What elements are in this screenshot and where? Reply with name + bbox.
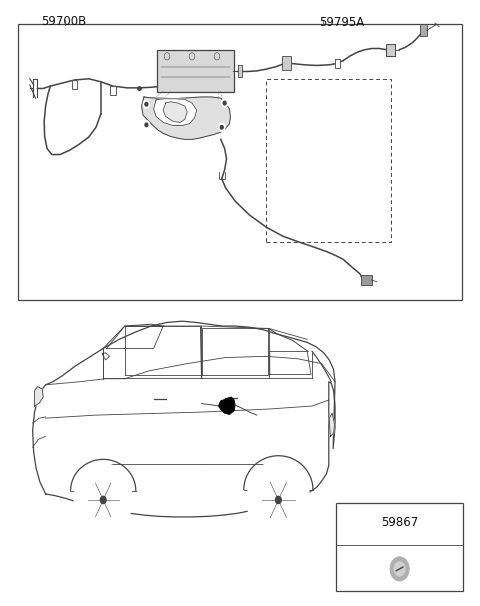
Circle shape [394,562,406,576]
Bar [386,44,395,56]
Bar [361,275,372,285]
Bar [238,65,242,77]
Circle shape [268,487,289,513]
Polygon shape [33,321,335,517]
Circle shape [145,102,148,106]
Circle shape [145,123,148,127]
Circle shape [143,100,150,108]
Circle shape [221,99,228,107]
Polygon shape [35,387,43,406]
Circle shape [218,123,225,132]
Circle shape [94,488,113,512]
Bar [282,56,291,70]
Circle shape [83,474,123,525]
Circle shape [276,496,281,504]
Bar [110,86,116,95]
Bar [335,59,340,68]
Polygon shape [154,99,197,125]
Circle shape [74,464,132,536]
Text: 59700B: 59700B [41,15,86,28]
Bar [72,80,77,89]
Bar [266,79,391,242]
Polygon shape [218,397,235,415]
Text: 59867: 59867 [381,516,418,529]
Bar [336,503,463,591]
Polygon shape [163,102,187,122]
FancyBboxPatch shape [157,50,234,92]
Polygon shape [329,413,335,436]
Circle shape [220,125,223,129]
Circle shape [143,121,150,129]
Polygon shape [142,97,230,139]
Bar [420,24,427,36]
Circle shape [223,101,226,105]
Circle shape [247,461,310,539]
Circle shape [256,472,300,528]
Text: 59795A: 59795A [319,16,364,29]
Bar [18,24,462,300]
Circle shape [390,557,409,581]
Circle shape [100,496,106,504]
